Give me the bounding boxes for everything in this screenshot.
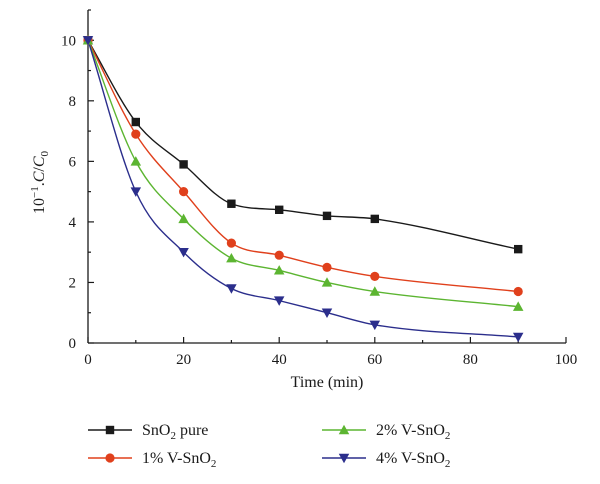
legend-marker-snO2-pure <box>105 425 115 435</box>
snO2-pure-point <box>370 214 379 224</box>
x-axis-label: Time (min) <box>291 374 364 391</box>
x-tick-label: 60 <box>367 352 382 368</box>
legend-marker-2pct-v-sno2 <box>338 424 350 435</box>
4pct-v-sno2-point <box>369 320 381 331</box>
x-tick-label: 100 <box>555 352 578 368</box>
4pct-v-sno2-point <box>226 284 237 294</box>
1pct-v-sno2-point <box>513 286 523 297</box>
4pct-v-sno2-point <box>178 247 189 258</box>
x-tick-label: 40 <box>272 352 287 368</box>
1pct-v-sno2-point <box>370 271 380 281</box>
2pct-v-sno2-point <box>273 265 285 275</box>
1pct-v-sno2-curve <box>87 39 519 293</box>
1pct-v-sno2-point <box>274 250 284 260</box>
snO2-pure-point <box>322 211 332 221</box>
legend-item-2pct-v-sno2: 2% V-SnO2 <box>322 422 450 442</box>
y-tick-label: 6 <box>69 154 77 170</box>
chart-legend: SnO2 pure 1% V-SnO2 2% V-SnO2 4% V-SnO2 <box>88 422 450 470</box>
x-tick-label: 20 <box>176 352 191 368</box>
2pct-v-sno2-curve <box>87 40 519 308</box>
4pct-v-sno2-curve <box>87 40 519 338</box>
snO2-pure-point <box>275 205 284 214</box>
2pct-v-sno2-point <box>321 277 333 287</box>
legend-marker-4pct-v-sno2 <box>338 453 350 464</box>
snO2-pure-point <box>179 160 188 169</box>
2pct-v-sno2-point <box>369 286 381 296</box>
legend-label-4pct-v-sno2: 4% V-SnO2 <box>376 450 450 470</box>
snO2-pure-point <box>514 244 523 254</box>
2pct-v-sno2-point <box>226 252 237 263</box>
y-tick-label: 0 <box>69 336 77 352</box>
2pct-v-sno2-point <box>512 301 524 311</box>
chart-markers <box>82 35 524 343</box>
snO2-pure-point <box>131 117 140 127</box>
1pct-v-sno2-point <box>322 262 332 272</box>
legend-item-1pct-v-sno2: 1% V-SnO2 <box>88 450 216 470</box>
chart-axes <box>87 9 567 344</box>
4pct-v-sno2-point <box>321 308 333 318</box>
legend-label-1pct-v-sno2: 1% V-SnO2 <box>142 450 216 470</box>
2pct-v-sno2-point <box>130 156 142 166</box>
chart-labels: 0 20 40 60 80 100 0 2 4 6 8 10 Time (min) 10−1.C/C0 <box>29 33 577 391</box>
1pct-v-sno2-point <box>226 238 236 248</box>
4pct-v-sno2-point <box>130 187 142 197</box>
y-tick-label: 8 <box>69 94 77 110</box>
legend-label-2pct-v-sno2: 2% V-SnO2 <box>376 422 450 442</box>
legend-item-snO2-pure: SnO2 pure <box>88 422 208 442</box>
chart-curves <box>87 39 519 338</box>
y-axis-label: 10−1.C/C0 <box>29 150 51 214</box>
1pct-v-sno2-point <box>131 129 141 139</box>
legend-label-snO2-pure: SnO2 pure <box>142 422 208 442</box>
legend-marker-1pct-v-sno2 <box>105 453 115 463</box>
snO2-pure-curve <box>87 39 519 250</box>
y-tick-label: 10 <box>61 33 76 49</box>
legend-item-4pct-v-sno2: 4% V-SnO2 <box>322 450 450 470</box>
snO2-pure-point <box>227 199 236 208</box>
x-tick-label: 80 <box>463 352 478 368</box>
y-tick-label: 2 <box>69 275 77 291</box>
x-tick-label: 0 <box>84 352 92 368</box>
4pct-v-sno2-point <box>512 332 524 343</box>
2pct-v-sno2-point <box>178 213 189 224</box>
1pct-v-sno2-point <box>179 187 189 197</box>
y-tick-label: 4 <box>69 215 77 231</box>
4pct-v-sno2-point <box>273 296 285 306</box>
4pct-v-sno2-point <box>82 36 94 46</box>
